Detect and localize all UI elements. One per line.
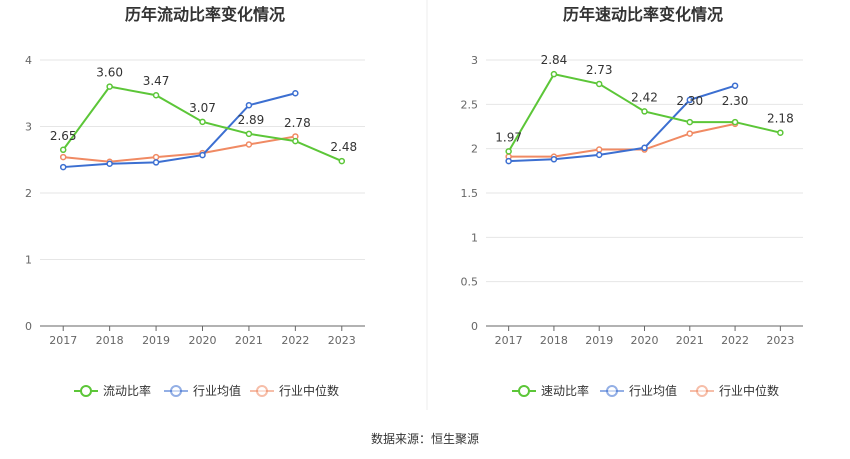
data-label: 3.60 <box>96 66 123 80</box>
x-tick-label: 2017 <box>495 334 523 347</box>
y-tick-label: 4 <box>25 54 32 67</box>
series-line-3 <box>63 135 296 163</box>
chart-title: 历年速动比率变化情况 <box>563 5 723 24</box>
y-tick-label: 2 <box>471 143 478 156</box>
series-point-1 <box>106 83 113 90</box>
x-tick-label: 2022 <box>281 334 309 347</box>
legend-label: 速动比率 <box>541 383 589 398</box>
y-tick-label: 0 <box>471 320 478 333</box>
legend-item-1: 流动比率 <box>74 383 151 398</box>
data-label: 3.47 <box>143 74 170 88</box>
y-tick-label: 1 <box>25 254 32 267</box>
series-point-2 <box>686 96 694 104</box>
x-tick-label: 2020 <box>631 334 659 347</box>
series-point-3 <box>152 153 160 161</box>
x-tick-label: 2019 <box>142 334 170 347</box>
series-point-1 <box>245 130 253 138</box>
data-label: 2.84 <box>541 53 568 67</box>
legend-label: 行业中位数 <box>719 383 779 398</box>
x-tick-label: 2021 <box>235 334 263 347</box>
series-line-3 <box>508 122 736 158</box>
data-label: 2.30 <box>722 94 749 108</box>
data-label: 2.73 <box>586 63 613 77</box>
data-label: 1.97 <box>495 130 522 144</box>
series-line-2 <box>63 92 296 169</box>
series-point-2 <box>595 151 603 159</box>
series-line-2 <box>508 84 736 163</box>
x-tick-label: 2018 <box>96 334 124 347</box>
data-label: 2.89 <box>238 113 265 127</box>
data-label: 2.42 <box>631 90 658 104</box>
x-tick-label: 2017 <box>49 334 77 347</box>
x-tick-label: 2023 <box>328 334 356 347</box>
data-label: 2.48 <box>330 140 357 154</box>
x-tick-label: 2021 <box>676 334 704 347</box>
y-tick-label: 0 <box>25 320 32 333</box>
legend-item-1: 速动比率 <box>512 383 589 398</box>
x-tick-label: 2022 <box>721 334 749 347</box>
series-point-2 <box>550 156 558 163</box>
legend-swatch-marker <box>170 385 182 397</box>
x-tick-label: 2023 <box>766 334 794 347</box>
series-point-2 <box>505 157 512 165</box>
series-point-1 <box>731 118 739 126</box>
y-tick-label: 0.5 <box>461 276 479 289</box>
series-point-2 <box>731 82 739 89</box>
series-point-3 <box>245 141 253 148</box>
series-point-1 <box>59 146 67 154</box>
legend-swatch-marker <box>256 385 268 397</box>
legend-label: 流动比率 <box>103 383 151 398</box>
legend-item-2: 行业均值 <box>600 383 677 398</box>
series-point-1 <box>686 118 694 126</box>
legend-swatch-marker <box>606 385 618 397</box>
y-tick-label: 2.5 <box>461 98 479 111</box>
chart-title: 历年流动比率变化情况 <box>125 5 285 24</box>
x-tick-label: 2020 <box>189 334 217 347</box>
series-point-2 <box>199 151 206 159</box>
y-tick-label: 1.5 <box>461 187 479 200</box>
series-point-1 <box>152 91 160 99</box>
legend-label: 行业中位数 <box>279 383 339 398</box>
legend-swatch-marker <box>696 385 708 397</box>
data-label: 2.30 <box>676 94 703 108</box>
y-tick-label: 3 <box>25 121 32 134</box>
x-tick-label: 2019 <box>585 334 613 347</box>
series-point-3 <box>686 130 694 137</box>
series-point-2 <box>59 163 67 171</box>
series-point-2 <box>106 160 113 167</box>
data-label: 2.78 <box>284 116 311 130</box>
legend-swatch-marker <box>80 385 92 397</box>
source-label: 数据来源：恒生聚源 <box>370 432 479 446</box>
data-label: 2.65 <box>50 129 77 143</box>
series-point-2 <box>292 90 299 97</box>
legend-item-3: 行业中位数 <box>690 383 779 398</box>
series-point-2 <box>641 144 648 152</box>
y-tick-label: 1 <box>471 231 478 244</box>
series-point-1 <box>338 157 346 165</box>
series-point-3 <box>59 153 67 161</box>
legend-label: 行业均值 <box>629 383 677 398</box>
series-point-2 <box>245 101 253 109</box>
series-point-1 <box>199 118 206 126</box>
series-point-1 <box>292 137 299 145</box>
series-point-2 <box>152 159 160 166</box>
series-point-1 <box>641 108 648 115</box>
data-label: 2.18 <box>767 112 794 126</box>
series-point-1 <box>550 70 558 78</box>
series-point-3 <box>595 146 603 153</box>
data-label: 3.07 <box>189 101 216 115</box>
y-tick-label: 2 <box>25 187 32 200</box>
chart-panel-1: 历年流动比率变化情况 0 1 2 3 4 2017 2018 2019 2020 2021 2022 2… <box>25 5 365 398</box>
legend-item-3: 行业中位数 <box>250 383 339 398</box>
legend-label: 行业均值 <box>193 383 241 398</box>
chart-panel-2: 历年速动比率变化情况 0 0.5 1 1.5 2 2.5 3 2017 2018 2019 2020 2… <box>461 5 803 398</box>
legend-item-2: 行业均值 <box>164 383 241 398</box>
x-tick-label: 2018 <box>540 334 568 347</box>
y-tick-label: 3 <box>471 54 478 67</box>
series-point-1 <box>777 129 784 136</box>
legend-swatch-marker <box>518 385 530 397</box>
series-point-1 <box>595 80 603 88</box>
series-point-1 <box>505 148 512 155</box>
